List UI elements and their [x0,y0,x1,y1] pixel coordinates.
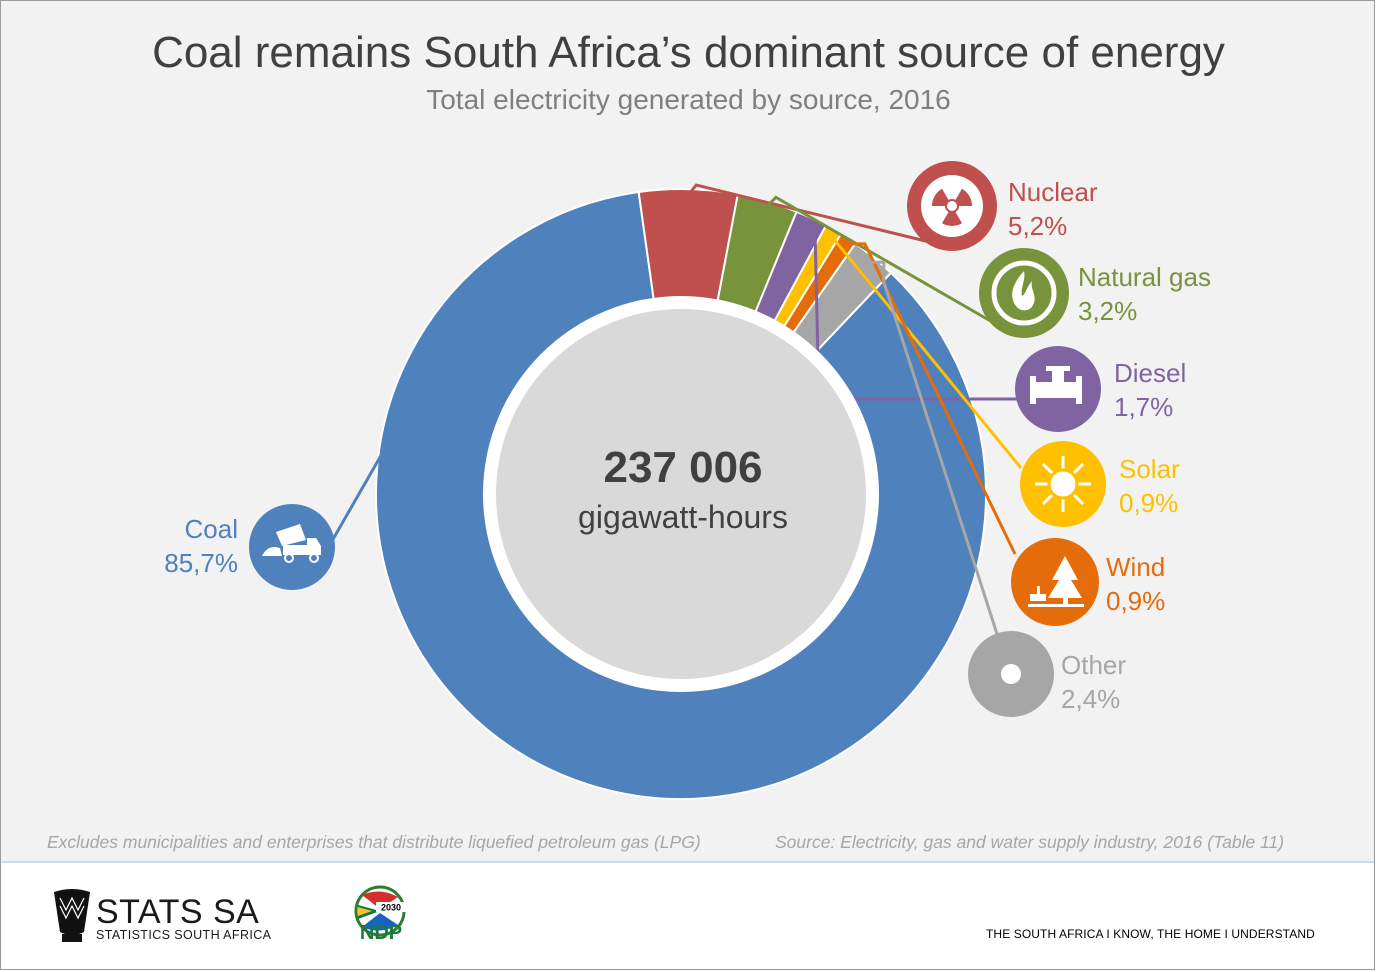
divider [1,861,1374,863]
solar-value: 0,9% [1119,488,1179,518]
wind-value: 0,9% [1106,586,1166,616]
brand-name: STATS SA [96,893,260,931]
donut-center [496,309,866,679]
exclusion-note: Excludes municipalities and enterprises … [47,832,701,852]
diesel-label: Diesel 1,7% [1114,356,1186,424]
brand-subtitle: STATISTICS SOUTH AFRICA [96,928,272,942]
connector-coal [330,451,385,542]
stats-sa-logo-icon [54,889,90,942]
natural-gas-name: Natural gas [1078,262,1211,292]
connector-natural-gas [764,195,995,325]
connector-other [869,260,999,635]
sun-icon [1020,441,1106,527]
other-name: Other [1061,650,1127,680]
diesel-name: Diesel [1114,358,1187,388]
source-note: Source: Electricity, gas and water suppl… [775,832,1285,852]
nuclear-name: Nuclear [1008,177,1098,207]
coal-value: 85,7% [164,548,238,578]
connector-diesel [808,222,1018,401]
ndp-year: 2030 [381,903,401,913]
other-dot-icon [968,631,1054,717]
radiation-icon [907,161,997,251]
connector-wind [844,242,1017,555]
wind-tree-icon [1011,538,1099,626]
ndp-label: NDP [360,922,402,943]
footer-tagline: THE SOUTH AFRICA I KNOW, THE HOME I UNDE… [986,927,1315,941]
pipe-valve-icon [1015,346,1101,432]
natural-gas-label: Natural gas 3,2% [1078,260,1211,328]
other-label: Other 2,4% [1061,648,1126,716]
nuclear-value: 5,2% [1008,211,1068,241]
donut-chart: 237 006 gigawatt-hours [249,161,1106,800]
center-unit: gigawatt-hours [578,499,788,535]
connector-solar [829,234,1023,469]
connector-nuclear [687,183,947,248]
solar-name: Solar [1119,454,1180,484]
diesel-value: 1,7% [1114,392,1174,422]
wind-label: Wind 0,9% [1106,550,1165,618]
coal-label: Coal 85,7% [150,512,238,580]
center-total: 237 006 [603,443,762,492]
other-value: 2,4% [1061,684,1121,714]
ndp-logo-icon: 2030 NDP [354,885,406,943]
nuclear-label: Nuclear 5,2% [1008,175,1098,243]
natural-gas-value: 3,2% [1078,296,1138,326]
dump-truck-icon [249,504,335,590]
wind-name: Wind [1106,552,1166,582]
coal-name: Coal [184,514,238,544]
solar-label: Solar 0,9% [1119,452,1180,520]
page-subtitle: Total electricity generated by source, 2… [426,84,951,115]
flame-icon [979,248,1069,338]
page-title: Coal remains South Africa’s dominant sou… [152,28,1225,77]
